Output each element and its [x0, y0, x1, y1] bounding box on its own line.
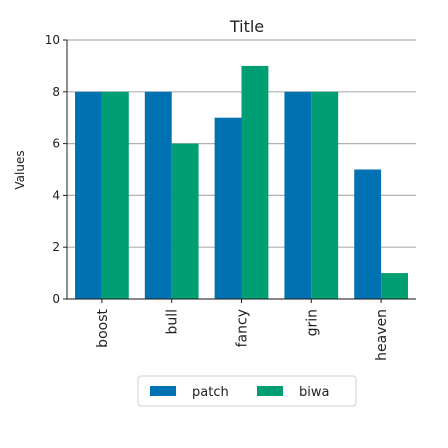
bar-biwa-boost	[101, 91, 129, 299]
bar-biwa-heaven	[381, 273, 408, 299]
y-tick-label: 8	[52, 85, 60, 99]
y-axis-ticks: 0 2 4 6 8 10	[45, 33, 67, 306]
bar-patch-bull	[144, 91, 172, 299]
bar-patch-grin	[284, 91, 312, 299]
y-axis-title: Values	[13, 150, 27, 189]
legend-swatch-biwa	[257, 386, 283, 396]
x-tick-label: grin	[304, 309, 320, 336]
y-tick-label: 10	[45, 33, 60, 47]
y-tick-label: 2	[52, 240, 60, 254]
bar-patch-heaven	[354, 169, 382, 299]
legend-swatch-patch	[150, 386, 176, 396]
x-tick-label: boost	[95, 309, 111, 348]
legend: patch biwa	[137, 375, 357, 407]
y-tick-label: 6	[52, 137, 60, 151]
legend-label-patch: patch	[192, 385, 229, 400]
bar-patch-fancy	[214, 117, 242, 299]
bar-biwa-fancy	[241, 65, 269, 300]
x-tick-label: fancy	[235, 309, 251, 347]
legend-box	[137, 375, 357, 407]
x-tick-label: heaven	[374, 309, 390, 361]
y-tick-label: 4	[52, 188, 60, 202]
x-tick-label: bull	[165, 309, 181, 335]
bar-patch-boost	[75, 91, 102, 299]
y-tick-label: 0	[52, 292, 60, 306]
chart-title: Title	[229, 17, 264, 36]
bar-biwa-grin	[311, 91, 339, 299]
x-axis-ticks: boost bull fancy grin heaven	[95, 299, 390, 361]
legend-label-biwa: biwa	[299, 385, 329, 400]
bars	[75, 65, 408, 300]
bar-biwa-bull	[171, 143, 199, 299]
